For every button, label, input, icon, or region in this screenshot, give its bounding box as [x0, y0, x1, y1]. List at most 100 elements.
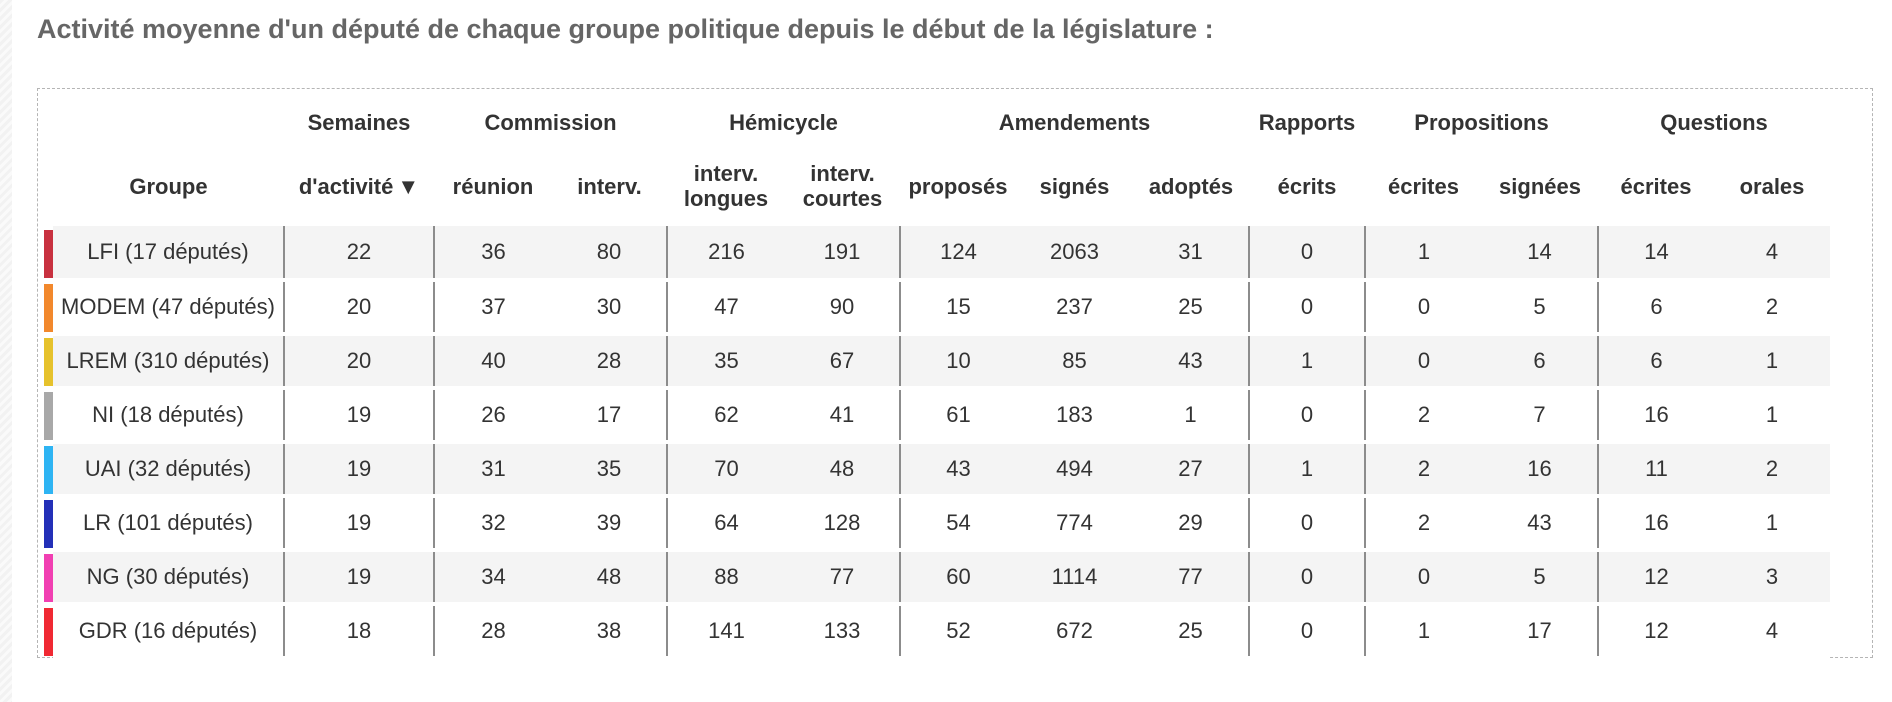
value-cell: 39 [552, 496, 668, 552]
group-name-cell[interactable]: NG (30 députés) [53, 550, 285, 606]
value-cell: 27 [1133, 442, 1250, 498]
col-header-prop-ecrites[interactable]: écrites [1388, 173, 1459, 199]
value-cell: 16 [1598, 388, 1714, 444]
sort-descending-icon[interactable]: ▼ [397, 173, 420, 199]
value-cell: 67 [785, 334, 901, 390]
value-cell: 6 [1598, 334, 1714, 390]
value-cell: 4 [1714, 604, 1830, 660]
table-row: UAI (32 députés) 19 31 35 70 48 43 494 27 1 2 16 11 2 [44, 442, 1830, 498]
value-cell: 494 [1016, 442, 1133, 498]
activity-table: Semaines Commission Hémicycle Amendement… [44, 100, 1830, 660]
col-header-interv-longues-l1: interv. [693, 161, 759, 186]
value-cell: 25 [1133, 604, 1250, 660]
col-header-groupe[interactable]: Groupe [129, 173, 208, 199]
value-cell: 43 [1133, 334, 1250, 390]
table-row: NI (18 députés) 19 26 17 62 41 61 183 1 0 2 7 16 1 [44, 388, 1830, 444]
value-cell: 0 [1249, 550, 1366, 606]
group-color-swatch [44, 607, 53, 656]
col-group-amendements: Amendements [998, 110, 1151, 135]
col-header-prop-signees[interactable]: signées [1499, 173, 1581, 199]
col-group-hemicycle: Hémicycle [729, 110, 838, 135]
value-cell: 37 [434, 280, 552, 336]
value-cell: 191 [785, 226, 901, 282]
col-header-proposes[interactable]: proposés [908, 173, 1008, 199]
page-edge-pattern [0, 0, 12, 702]
table-body: LFI (17 députés) 22 36 80 216 191 124 2063 31 0 1 1… [44, 226, 1830, 660]
value-cell: 2 [1365, 388, 1482, 444]
col-group-semaines[interactable]: Semaines [307, 110, 411, 135]
col-header-adoptes[interactable]: adoptés [1148, 173, 1234, 199]
col-header-rapports-ecrits[interactable]: écrits [1277, 173, 1337, 199]
col-header-signes[interactable]: signés [1039, 173, 1110, 199]
value-cell: 16 [1482, 442, 1599, 498]
col-header-activite[interactable]: d'activité ▼ [284, 146, 434, 226]
group-name-cell[interactable]: LREM (310 députés) [53, 334, 285, 390]
value-cell: 10 [900, 334, 1016, 390]
value-cell: 70 [667, 442, 785, 498]
value-cell: 88 [667, 550, 785, 606]
value-cell: 1 [1249, 334, 1366, 390]
col-header-interv[interactable]: interv. [577, 173, 642, 199]
value-cell: 29 [1133, 496, 1250, 552]
col-header-interv-longues[interactable]: interv. longues [667, 146, 785, 226]
value-cell: 20 [284, 334, 435, 390]
col-header-interv-courtes-l2: courtes [802, 186, 883, 211]
group-name-cell[interactable]: UAI (32 députés) [53, 442, 285, 498]
value-cell: 774 [1016, 496, 1133, 552]
col-header-quest-orales[interactable]: orales [1739, 173, 1805, 199]
value-cell: 216 [667, 226, 785, 282]
value-cell: 0 [1249, 496, 1366, 552]
value-cell: 80 [552, 226, 668, 282]
value-cell: 35 [667, 334, 785, 390]
value-cell: 35 [552, 442, 668, 498]
col-group-questions: Questions [1660, 110, 1768, 135]
value-cell: 17 [1482, 604, 1599, 660]
value-cell: 672 [1016, 604, 1133, 660]
col-group-rapports: Rapports [1258, 110, 1356, 135]
value-cell: 1 [1365, 226, 1482, 282]
value-cell: 19 [284, 550, 435, 606]
value-cell: 62 [667, 388, 785, 444]
value-cell: 77 [785, 550, 901, 606]
value-cell: 14 [1482, 226, 1599, 282]
col-header-reunion[interactable]: réunion [452, 173, 534, 199]
group-color-swatch [44, 391, 53, 440]
group-color-swatch [44, 445, 53, 494]
value-cell: 141 [667, 604, 785, 660]
group-name-cell[interactable]: NI (18 députés) [53, 388, 285, 444]
group-name-cell[interactable]: MODEM (47 députés) [53, 280, 285, 336]
value-cell: 183 [1016, 388, 1133, 444]
table-row: MODEM (47 députés) 20 37 30 47 90 15 237 25 0 0 5 6 2 [44, 280, 1830, 336]
group-name-cell[interactable]: LR (101 députés) [53, 496, 285, 552]
page-title: Activité moyenne d'un député de chaque g… [37, 14, 1214, 44]
value-cell: 3 [1714, 550, 1830, 606]
value-cell: 41 [785, 388, 901, 444]
value-cell: 36 [434, 226, 552, 282]
value-cell: 43 [1482, 496, 1599, 552]
value-cell: 54 [900, 496, 1016, 552]
table-row: LREM (310 députés) 20 40 28 35 67 10 85 43 1 0 6 6 1 [44, 334, 1830, 390]
value-cell: 40 [434, 334, 552, 390]
value-cell: 237 [1016, 280, 1133, 336]
value-cell: 1 [1714, 496, 1830, 552]
value-cell: 31 [434, 442, 552, 498]
value-cell: 2 [1714, 442, 1830, 498]
group-name-cell[interactable]: LFI (17 députés) [53, 226, 285, 282]
value-cell: 124 [900, 226, 1016, 282]
value-cell: 18 [284, 604, 435, 660]
value-cell: 25 [1133, 280, 1250, 336]
value-cell: 22 [284, 226, 435, 282]
value-cell: 26 [434, 388, 552, 444]
value-cell: 38 [552, 604, 668, 660]
col-header-quest-ecrites[interactable]: écrites [1620, 173, 1692, 199]
group-name-cell[interactable]: GDR (16 députés) [53, 604, 285, 660]
value-cell: 19 [284, 388, 435, 444]
value-cell: 48 [785, 442, 901, 498]
value-cell: 17 [552, 388, 668, 444]
value-cell: 77 [1133, 550, 1250, 606]
group-color-swatch [44, 229, 53, 278]
value-cell: 4 [1714, 226, 1830, 282]
col-header-interv-courtes[interactable]: interv. courtes [785, 146, 900, 226]
value-cell: 12 [1598, 550, 1714, 606]
col-header-interv-longues-l2: longues [683, 186, 769, 211]
